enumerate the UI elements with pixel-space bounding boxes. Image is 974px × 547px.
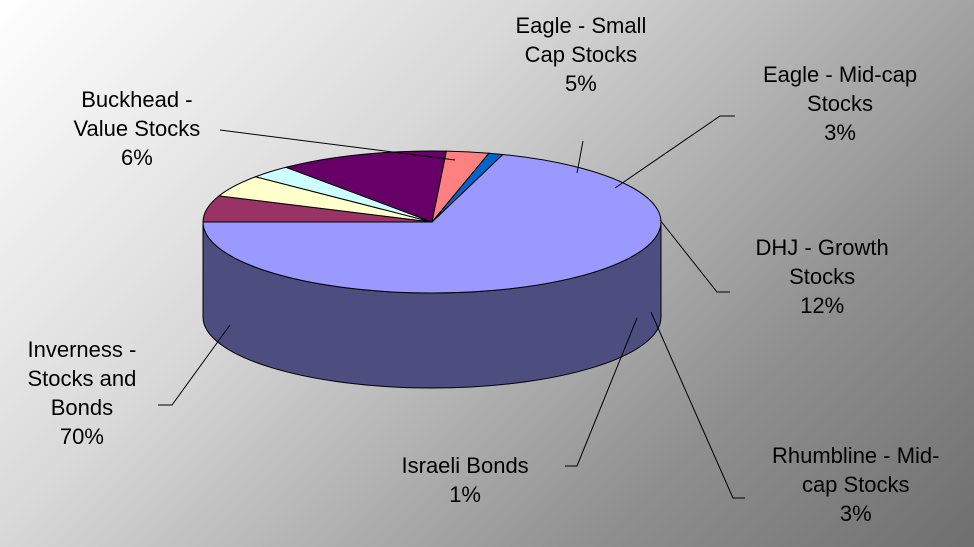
data-label-text: DHJ - Growth: [755, 235, 889, 260]
data-label-text: Cap Stocks: [524, 42, 638, 67]
data-label-text: Eagle - Mid-cap: [763, 62, 918, 87]
data-label-text: Eagle - Small: [515, 13, 647, 38]
leader-line-6: [565, 317, 638, 467]
data-label-text: Stocks: [807, 91, 874, 116]
pie-top-faces: [202, 150, 662, 294]
data-label-text: Rhumbline - Mid-: [772, 443, 940, 468]
data-label-text: Bonds: [50, 395, 114, 420]
data-label-percent: 12%: [800, 293, 845, 318]
data-label-text: Inverness -: [27, 337, 137, 362]
pie-slice-0: [202, 153, 662, 294]
pie-slice-6: [431, 152, 504, 223]
pie-slice-4: [284, 150, 447, 223]
data-label-text: Stocks and: [27, 366, 137, 391]
data-label-text: Stocks: [789, 264, 856, 289]
data-label-text: Buckhead -: [81, 87, 193, 112]
data-label-5: Rhumbline - Mid-cap Stocks 3%: [772, 441, 940, 528]
leader-line-1: [219, 129, 456, 161]
data-label-3: Eagle - Mid-cap Stocks 3%: [763, 60, 917, 147]
data-label-0: Inverness - Stocks and Bonds 70%: [28, 335, 137, 451]
leader-line-5: [650, 311, 745, 499]
data-label-6: Israeli Bonds 1%: [402, 451, 529, 509]
data-label-percent: 3%: [839, 501, 872, 526]
data-label-1: Buckhead - Value Stocks 6%: [74, 85, 201, 172]
data-label-text: Value Stocks: [73, 116, 201, 141]
data-label-percent: 6%: [120, 145, 153, 170]
leader-line-0: [158, 324, 231, 406]
data-label-percent: 1%: [449, 482, 481, 507]
leader-line-2: [576, 140, 584, 174]
data-label-4: DHJ - Growth Stocks 12%: [756, 233, 889, 320]
data-label-percent: 70%: [59, 424, 104, 449]
data-label-percent: 3%: [824, 120, 856, 145]
leader-line-3: [614, 115, 735, 189]
leader-line-4: [659, 219, 730, 293]
data-label-2: Eagle - Small Cap Stocks 5%: [516, 11, 647, 98]
data-label-percent: 5%: [565, 71, 597, 96]
data-label-text: Israeli Bonds: [401, 453, 529, 478]
data-label-text: cap Stocks: [801, 472, 910, 497]
